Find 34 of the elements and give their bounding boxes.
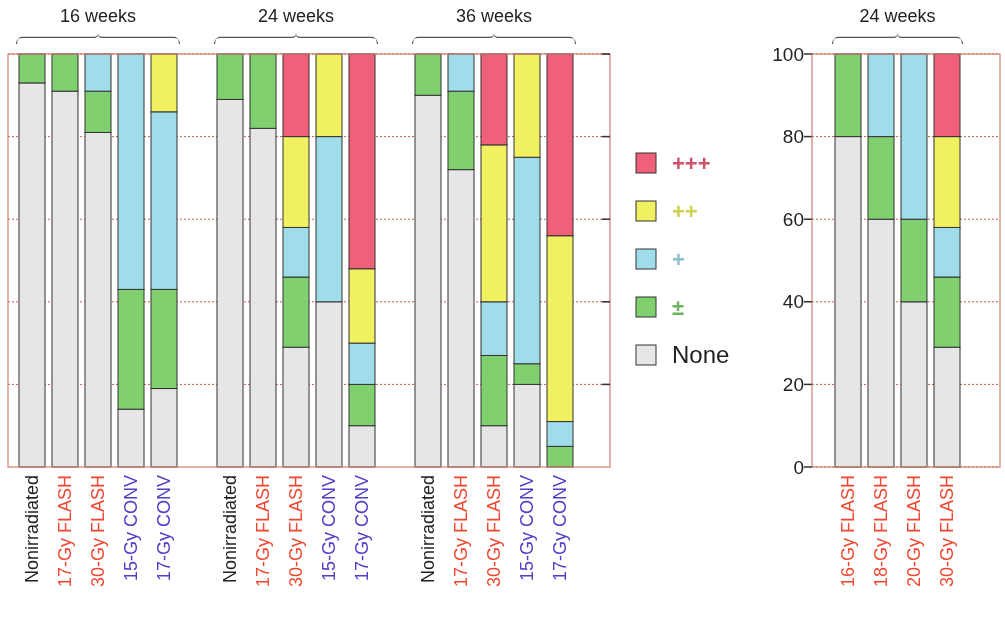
x-tick-label: 30-Gy FLASH (88, 475, 109, 588)
x-tick-label: Nonirradiated (22, 475, 43, 584)
y-tick-label: 0 (793, 456, 804, 478)
y-tick-label: 80 (782, 126, 804, 148)
legend-label: +++ (672, 150, 711, 176)
text: 24 weeks (859, 6, 936, 26)
y-tick-label: 60 (782, 208, 804, 230)
legend-label: + (672, 246, 685, 272)
x-tick-label: 17-Gy FLASH (451, 475, 472, 588)
text: 24 weeks (257, 6, 335, 26)
x-tick-label: 15-Gy CONV (517, 475, 538, 582)
x-tick-label: 16-Gy FLASH (838, 475, 859, 588)
y-tick-label: 40 (782, 291, 804, 313)
text: 36 weeks (455, 6, 533, 26)
x-tick-label: 17-Gy FLASH (55, 475, 76, 588)
x-tick-label: 20-Gy FLASH (904, 475, 925, 588)
legend-label: None (672, 341, 730, 369)
text: 16 weeks (59, 6, 137, 26)
x-tick-label: 17-Gy FLASH (253, 475, 274, 588)
x-tick-label: Nonirradiated (418, 475, 439, 584)
x-tick-label: 30-Gy FLASH (286, 475, 307, 588)
x-tick-label: Nonirradiated (220, 475, 241, 584)
x-tick-label: 17-Gy CONV (352, 475, 373, 582)
x-tick-label: 30-Gy FLASH (937, 475, 958, 588)
legend-label: ++ (672, 198, 698, 224)
x-tick-label: 17-Gy CONV (550, 475, 571, 582)
x-tick-label: 18-Gy FLASH (871, 475, 892, 588)
y-tick-label: 100 (772, 43, 804, 65)
legend-label: ± (672, 294, 685, 320)
y-tick-label: 20 (782, 374, 804, 396)
x-tick-label: 15-Gy CONV (319, 475, 340, 582)
x-tick-label: 15-Gy CONV (121, 475, 142, 582)
x-tick-label: 30-Gy FLASH (484, 475, 505, 588)
x-tick-label: 17-Gy CONV (154, 475, 175, 582)
